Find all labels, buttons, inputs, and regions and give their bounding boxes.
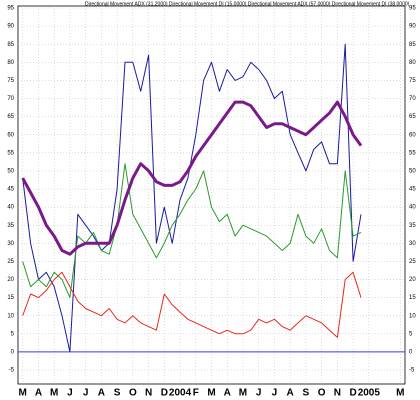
y-tick-label-right: 10 (409, 313, 416, 319)
x-tick-label: A (224, 388, 231, 399)
y-tick-label: 15 (7, 295, 14, 301)
y-tick-label-right: 60 (409, 132, 416, 138)
y-tick-label: -5 (9, 368, 15, 374)
y-tick-label: 55 (7, 150, 14, 156)
y-tick-label-right: 15 (409, 295, 416, 301)
y-tick-label: 50 (7, 168, 14, 174)
y-tick-label: 30 (7, 241, 14, 247)
y-tick-label: 25 (7, 259, 14, 265)
x-tick-label: J (272, 388, 278, 399)
y-tick-label-right: 85 (409, 42, 416, 48)
x-tick-label: A (35, 388, 42, 399)
y-tick-label: 80 (7, 60, 14, 66)
y-tick-label: 65 (7, 114, 14, 120)
chart-title: Directional Movement ADX (31.2000) Direc… (85, 1, 410, 7)
y-tick-label: 35 (7, 223, 14, 229)
y-tick-label-right: 5 (409, 331, 413, 337)
x-tick-label: D (161, 388, 168, 399)
x-tick-label: J (256, 388, 262, 399)
y-tick-label-right: 25 (409, 259, 416, 265)
x-tick-label: M (50, 388, 58, 399)
y-tick-label: 5 (11, 331, 15, 337)
x-tick-label: S (303, 388, 310, 399)
y-tick-label: 10 (7, 313, 14, 319)
x-tick-label: M (396, 388, 404, 399)
y-tick-label-right: 90 (409, 24, 416, 30)
series-line (22, 271, 362, 338)
series-line (21, 100, 363, 256)
y-tick-label: 70 (7, 96, 14, 102)
y-tick-label: 20 (7, 277, 14, 283)
y-tick-label-right: 30 (409, 241, 416, 247)
x-tick-label: A (287, 388, 294, 399)
x-tick-label: O (129, 388, 137, 399)
y-tick-label-right: 0 (409, 349, 413, 355)
x-tick-label: J (67, 388, 73, 399)
y-tick-label-right: 45 (409, 187, 416, 193)
y-tick-label: 75 (7, 78, 14, 84)
x-tick-label: J (83, 388, 89, 399)
y-tick-label-right: 55 (409, 150, 416, 156)
y-tick-label-right: 95 (409, 6, 416, 12)
x-tick-label: M (19, 388, 27, 399)
x-tick-label: F (193, 388, 199, 399)
x-tick-label: 2004 (169, 388, 192, 399)
x-tick-label: N (334, 388, 341, 399)
x-tick-label: N (145, 388, 152, 399)
y-tick-label: 45 (7, 187, 14, 193)
series-line (22, 43, 362, 353)
y-tick-label: 60 (7, 132, 14, 138)
y-tick-label-right: 35 (409, 223, 416, 229)
x-tick-label: D (349, 388, 356, 399)
x-tick-label: 2005 (358, 388, 381, 399)
series-line (22, 163, 362, 299)
y-tick-label: 85 (7, 42, 14, 48)
y-tick-label-right: 20 (409, 277, 416, 283)
y-tick-label-right: 70 (409, 96, 416, 102)
y-tick-label-right: 65 (409, 114, 416, 120)
x-tick-label: A (98, 388, 105, 399)
y-tick-label-right: 40 (409, 205, 416, 211)
y-tick-label-right: 75 (409, 78, 416, 84)
y-tick-label: 40 (7, 205, 14, 211)
x-tick-label: M (207, 388, 215, 399)
y-tick-label-right: 50 (409, 168, 416, 174)
x-tick-label: S (114, 388, 121, 399)
x-tick-label: M (239, 388, 247, 399)
y-tick-label: 90 (7, 24, 14, 30)
y-tick-label-right: 80 (409, 60, 416, 66)
y-tick-label: 95 (7, 6, 14, 12)
y-tick-label-right: -5 (409, 368, 415, 374)
y-tick-label: 0 (11, 349, 15, 355)
x-tick-label: O (318, 388, 326, 399)
